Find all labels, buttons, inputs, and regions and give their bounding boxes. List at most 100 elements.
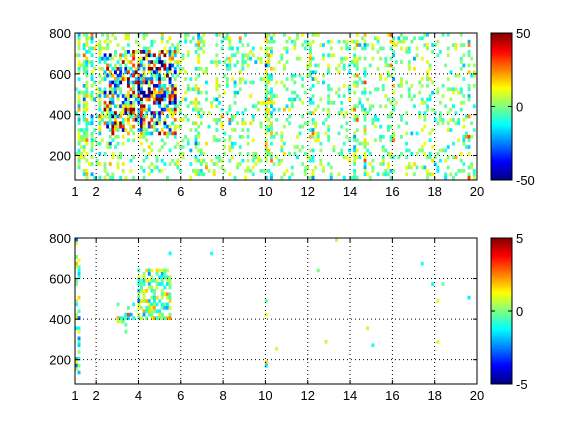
heatmap-cell: [82, 60, 86, 64]
heatmap-cell: [145, 53, 149, 58]
heatmap-cell: [103, 77, 107, 81]
heatmap-cell: [199, 172, 203, 177]
heatmap-cell: [348, 158, 351, 163]
heatmap-cell: [158, 87, 162, 92]
heatmap-cell: [280, 145, 284, 149]
heatmap-cell: [337, 152, 341, 156]
heatmap-cell: [259, 158, 263, 163]
heatmap-cell: [251, 155, 255, 160]
heatmap-cell: [329, 39, 333, 44]
heatmap-cell: [405, 172, 409, 177]
heatmap-cell: [114, 53, 117, 58]
heatmap-cell: [132, 53, 136, 58]
heatmap-cell: [179, 118, 182, 122]
heatmap-cell: [127, 121, 130, 126]
heatmap-cell: [181, 118, 185, 122]
heatmap-cell: [140, 278, 143, 283]
heatmap-cell: [171, 97, 175, 102]
heatmap-cell: [197, 172, 201, 177]
heatmap-cell: [397, 124, 401, 129]
heatmap-cell: [423, 111, 427, 115]
heatmap-cell: [111, 155, 115, 160]
heatmap-cell: [459, 43, 463, 47]
heatmap-cell: [114, 84, 117, 88]
heatmap-cell: [298, 73, 302, 78]
heatmap-cell: [452, 43, 455, 47]
heatmap-cell: [283, 124, 286, 129]
heatmap-cell: [127, 43, 130, 47]
heatmap-cell: [197, 124, 201, 129]
heatmap-cell: [85, 90, 89, 95]
heatmap-cell: [205, 165, 208, 170]
heatmap-cell: [280, 135, 284, 139]
heatmap-cell: [420, 56, 424, 61]
heatmap-cell: [137, 135, 141, 139]
heatmap-cell: [316, 63, 320, 68]
heatmap-cell: [277, 107, 281, 112]
heatmap-cell: [384, 148, 388, 153]
colorbar-swatch: [491, 283, 512, 287]
heatmap-cell: [181, 53, 185, 58]
colorbar-swatch: [491, 140, 512, 144]
heatmap-cell: [329, 172, 333, 177]
heatmap-cell: [114, 67, 117, 71]
heatmap-cell: [277, 162, 281, 166]
heatmap-cell: [270, 67, 273, 71]
heatmap-cell: [420, 36, 424, 41]
heatmap-cell: [420, 261, 424, 266]
heatmap-cell: [264, 145, 268, 149]
heatmap-cell: [446, 111, 450, 115]
heatmap-cell: [288, 97, 292, 102]
heatmap-cell: [166, 87, 169, 92]
colorbar-swatch: [491, 279, 512, 282]
heatmap-cell: [316, 138, 320, 143]
heatmap-cell: [264, 63, 268, 68]
heatmap-cell: [160, 282, 164, 286]
heatmap-cell: [267, 39, 271, 44]
heatmap-cell: [205, 90, 208, 95]
heatmap-cell: [85, 94, 89, 98]
heatmap-cell: [355, 33, 359, 37]
heatmap-cell: [145, 131, 149, 136]
heatmap-cell: [90, 36, 94, 41]
heatmap-cell: [108, 121, 112, 126]
heatmap-cell: [392, 135, 396, 139]
heatmap-cell: [353, 63, 357, 68]
heatmap-cell: [116, 60, 120, 64]
heatmap-cell: [127, 101, 130, 105]
heatmap-cell: [132, 90, 136, 95]
heatmap-cell: [423, 33, 427, 37]
heatmap-cell: [218, 155, 221, 160]
colorbar-swatch: [491, 37, 512, 41]
heatmap-cell: [166, 135, 169, 139]
heatmap-cell: [353, 53, 357, 58]
heatmap-cell: [101, 111, 104, 115]
heatmap-cell: [348, 84, 351, 88]
heatmap-cell: [163, 104, 167, 109]
heatmap-cell: [147, 46, 151, 51]
heatmap-cell: [124, 118, 128, 122]
heatmap-cell: [116, 97, 120, 102]
heatmap-cell: [106, 33, 110, 37]
heatmap-cell: [127, 77, 130, 81]
heatmap-cell: [210, 101, 214, 105]
colorbar-swatch: [491, 129, 512, 133]
heatmap-cell: [215, 80, 219, 85]
heatmap-cell: [108, 114, 112, 119]
heatmap-cell: [166, 282, 169, 286]
heatmap-cell: [462, 118, 466, 122]
heatmap-cell: [173, 70, 177, 75]
heatmap-cell: [348, 138, 351, 143]
heatmap-cell: [103, 114, 107, 119]
heatmap-cell: [275, 155, 279, 160]
heatmap-cell: [441, 33, 445, 37]
heatmap-cell: [402, 36, 406, 41]
heatmap-cell: [194, 138, 198, 143]
heatmap-cell: [153, 292, 156, 297]
heatmap-cell: [355, 73, 359, 78]
heatmap-cell: [90, 39, 94, 44]
heatmap-cell: [345, 128, 349, 132]
heatmap-cell: [111, 175, 115, 180]
heatmap-cell: [129, 87, 133, 92]
heatmap-cell: [361, 104, 364, 109]
